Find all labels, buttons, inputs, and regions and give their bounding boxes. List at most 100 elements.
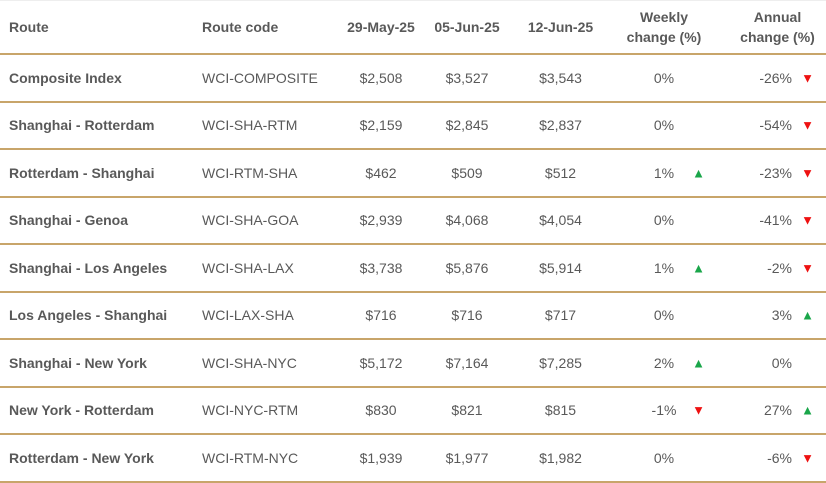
annual-change-value: -54% xyxy=(759,117,792,134)
weekly-change-cell: -1% ▼ xyxy=(609,386,719,435)
table-row: Los Angeles - Shanghai WCI-LAX-SHA $716 $71… xyxy=(0,291,826,340)
price-12-jun: $7,285 xyxy=(512,339,609,388)
weekly-change-value: 0% xyxy=(653,449,675,466)
annual-change-value: -6% xyxy=(767,449,792,466)
route-name: Rotterdam - Shanghai xyxy=(0,149,202,198)
price-05-jun: $2,845 xyxy=(422,101,512,150)
weekly-change-value: 0% xyxy=(653,212,675,229)
table-row: Composite Index WCI-COMPOSITE $2,508 $3,527… xyxy=(0,54,826,103)
header-weekly-change: Weekly change (%) xyxy=(609,0,719,55)
route-code: WCI-SHA-RTM xyxy=(202,101,340,150)
down-arrow-icon: ▼ xyxy=(801,212,814,228)
header-05-jun: 05-Jun-25 xyxy=(422,0,512,55)
down-arrow-icon: ▼ xyxy=(801,165,814,181)
down-arrow-icon: ▼ xyxy=(801,260,814,276)
header-row: Route Route code 29-May-25 05-Jun-25 12-… xyxy=(0,0,826,55)
weekly-change-value: 0% xyxy=(653,117,675,134)
route-code: WCI-LAX-SHA xyxy=(202,291,340,340)
header-12-jun: 12-Jun-25 xyxy=(512,0,609,55)
down-arrow-icon: ▼ xyxy=(801,117,814,133)
route-name: Composite Index xyxy=(0,54,202,103)
price-29-may: $830 xyxy=(340,386,422,435)
price-12-jun: $1,982 xyxy=(512,434,609,483)
route-name: Shanghai - Rotterdam xyxy=(0,101,202,150)
up-arrow-icon: ▲ xyxy=(692,165,705,181)
weekly-change-cell: 0% xyxy=(609,434,719,483)
price-29-may: $1,939 xyxy=(340,434,422,483)
route-code: WCI-COMPOSITE xyxy=(202,54,340,103)
table-row: Rotterdam - Shanghai WCI-RTM-SHA $462 $509 $… xyxy=(0,149,826,198)
weekly-change-value: 0% xyxy=(653,69,675,86)
route-name: Shanghai - Genoa xyxy=(0,196,202,245)
price-29-may: $5,172 xyxy=(340,339,422,388)
route-code: WCI-RTM-NYC xyxy=(202,434,340,483)
up-arrow-icon: ▲ xyxy=(692,260,705,276)
annual-change-cell: -26% ▼ xyxy=(719,54,826,103)
weekly-change-cell: 0% xyxy=(609,196,719,245)
header-29-may: 29-May-25 xyxy=(340,0,422,55)
price-29-may: $3,738 xyxy=(340,244,422,293)
price-05-jun: $716 xyxy=(422,291,512,340)
up-arrow-icon: ▲ xyxy=(801,402,814,418)
weekly-change-cell: 2% ▲ xyxy=(609,339,719,388)
price-12-jun: $5,914 xyxy=(512,244,609,293)
table-row: Shanghai - Los Angeles WCI-SHA-LAX $3,738 $… xyxy=(0,244,826,293)
annual-change-cell: -2% ▼ xyxy=(719,244,826,293)
annual-change-value: -26% xyxy=(759,69,792,86)
table-row: New York - Rotterdam WCI-NYC-RTM $830 $821 $… xyxy=(0,386,826,435)
route-name: New York - Rotterdam xyxy=(0,386,202,435)
weekly-change-value: 2% xyxy=(653,354,675,371)
up-arrow-icon: ▲ xyxy=(692,355,705,371)
route-name: Shanghai - New York xyxy=(0,339,202,388)
price-12-jun: $717 xyxy=(512,291,609,340)
price-12-jun: $3,543 xyxy=(512,54,609,103)
price-05-jun: $7,164 xyxy=(422,339,512,388)
weekly-change-cell: 0% xyxy=(609,101,719,150)
table-row: Shanghai - New York WCI-SHA-NYC $5,172 $7,1… xyxy=(0,339,826,388)
up-arrow-icon: ▲ xyxy=(801,307,814,323)
route-code: WCI-SHA-GOA xyxy=(202,196,340,245)
price-29-may: $716 xyxy=(340,291,422,340)
annual-change-value: -2% xyxy=(767,259,792,276)
weekly-change-value: 1% xyxy=(653,259,675,276)
table-row: Shanghai - Rotterdam WCI-SHA-RTM $2,159 $2,… xyxy=(0,101,826,150)
price-29-may: $2,939 xyxy=(340,196,422,245)
annual-change-value: 27% xyxy=(763,402,792,419)
price-12-jun: $4,054 xyxy=(512,196,609,245)
price-05-jun: $509 xyxy=(422,149,512,198)
annual-change-cell: -6% ▼ xyxy=(719,434,826,483)
price-12-jun: $2,837 xyxy=(512,101,609,150)
annual-change-value: 3% xyxy=(771,307,792,324)
route-code: WCI-SHA-LAX xyxy=(202,244,340,293)
header-route-code: Route code xyxy=(202,0,340,55)
price-29-may: $2,159 xyxy=(340,101,422,150)
price-12-jun: $815 xyxy=(512,386,609,435)
weekly-change-cell: 1% ▲ xyxy=(609,149,719,198)
weekly-change-value: 1% xyxy=(653,164,675,181)
table-row: Rotterdam - New York WCI-RTM-NYC $1,939 $1,… xyxy=(0,434,826,483)
table-row: Shanghai - Genoa WCI-SHA-GOA $2,939 $4,068 $… xyxy=(0,196,826,245)
annual-change-cell: -41% ▼ xyxy=(719,196,826,245)
annual-change-cell: 27% ▲ xyxy=(719,386,826,435)
annual-change-cell: 3% ▲ xyxy=(719,291,826,340)
route-code: WCI-RTM-SHA xyxy=(202,149,340,198)
annual-change-value: -23% xyxy=(759,164,792,181)
price-05-jun: $821 xyxy=(422,386,512,435)
annual-change-cell: 0% xyxy=(719,339,826,388)
header-annual-change: Annual change (%) xyxy=(719,0,826,55)
price-05-jun: $5,876 xyxy=(422,244,512,293)
route-name: Los Angeles - Shanghai xyxy=(0,291,202,340)
annual-change-cell: -23% ▼ xyxy=(719,149,826,198)
annual-change-value: -41% xyxy=(759,212,792,229)
route-code: WCI-NYC-RTM xyxy=(202,386,340,435)
price-29-may: $2,508 xyxy=(340,54,422,103)
annual-change-cell: -54% ▼ xyxy=(719,101,826,150)
price-05-jun: $1,977 xyxy=(422,434,512,483)
price-12-jun: $512 xyxy=(512,149,609,198)
down-arrow-icon: ▼ xyxy=(692,402,705,418)
weekly-change-cell: 0% xyxy=(609,291,719,340)
route-code: WCI-SHA-NYC xyxy=(202,339,340,388)
price-05-jun: $4,068 xyxy=(422,196,512,245)
down-arrow-icon: ▼ xyxy=(801,450,814,466)
